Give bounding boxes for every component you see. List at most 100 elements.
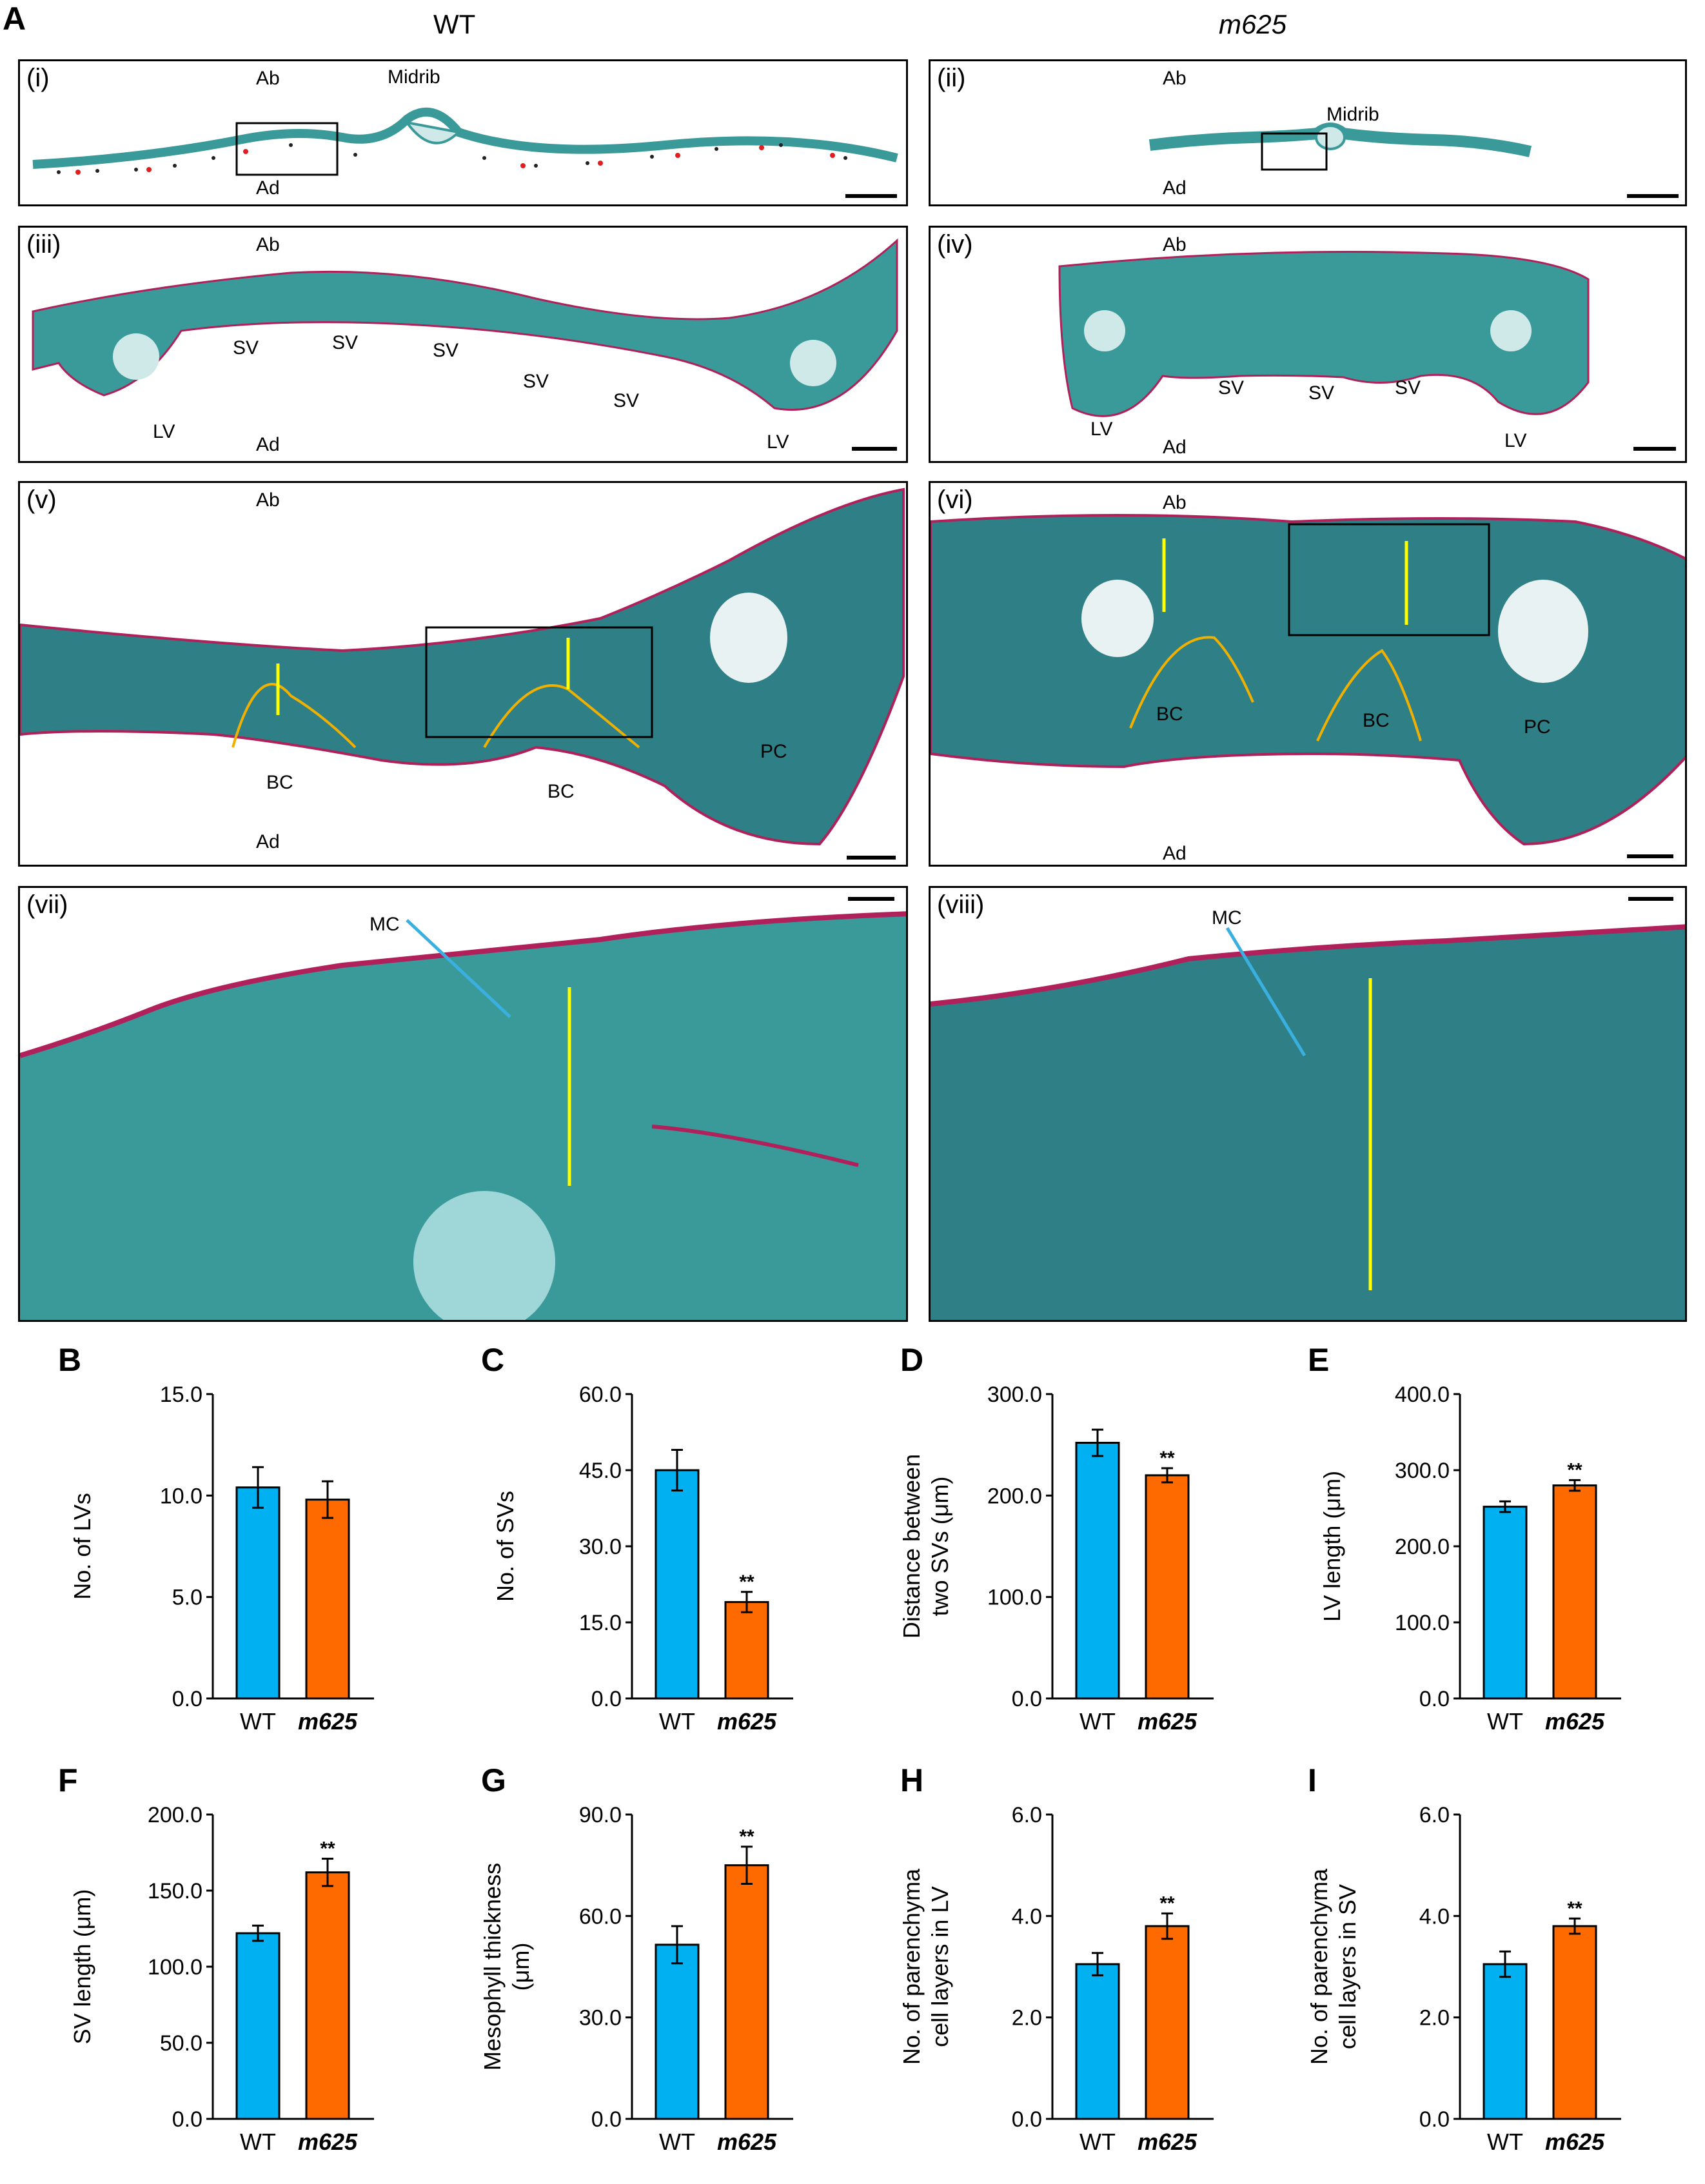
x-tick-label: m625 — [1545, 2129, 1605, 2155]
y-axis-label: cell layers in LV — [927, 1886, 953, 2047]
label-v-bc: BC — [547, 781, 575, 802]
label-i-ad: Ad — [256, 177, 280, 199]
chart-panel-d: D 0.0 100.0 200.0 300.0 Distance between two S… — [898, 1342, 1261, 1764]
bar-wt — [655, 1943, 700, 2120]
y-tick-label: 200.0 — [1395, 1535, 1450, 1559]
label-vi-ab: Ab — [1163, 492, 1187, 513]
scale-bar — [1627, 854, 1673, 858]
chart-panel-e: E 0.0 100.0 200.0 300.0 400.0 LV length (μm) WT… — [1308, 1342, 1669, 1764]
label-v-pc: PC — [760, 741, 787, 762]
x-tick-label: WT — [1079, 2129, 1116, 2155]
column-title-wt: WT — [433, 9, 476, 39]
x-tick-label: m625 — [1545, 1708, 1605, 1735]
chart-panel-c: C 0.0 15.0 30.0 45.0 60.0 No. of SVs WT ** m625 — [481, 1342, 842, 1764]
y-tick-label: 0.0 — [1419, 1687, 1450, 1711]
y-tick-label: 60.0 — [579, 1904, 622, 1929]
x-tick-label: m625 — [298, 1708, 358, 1735]
panel-letter: H — [900, 1762, 923, 1798]
x-tick-label: WT — [240, 2129, 276, 2155]
scale-bar — [852, 447, 897, 451]
y-tick-label: 200.0 — [148, 1803, 202, 1827]
y-tick-label: 0.0 — [1012, 2107, 1042, 2132]
y-tick-label: 150.0 — [148, 1879, 202, 1904]
chart-panel-f: F 0.0 50.0 100.0 150.0 200.0 SV length (μm) WT *… — [58, 1762, 419, 2184]
micrograph-iii: (iii) Ab SV SV SV SV SV LV Ad LV — [18, 226, 908, 463]
chart-panel-h: H 0.0 2.0 4.0 6.0 No. of parenchyma cell layer… — [898, 1762, 1261, 2184]
chart-svg: E 0.0 100.0 200.0 300.0 400.0 LV length (μm) WT… — [1308, 1342, 1621, 1735]
label-i: (i) — [26, 64, 50, 92]
x-tick-label: WT — [240, 1708, 276, 1735]
scale-bar — [1627, 194, 1679, 198]
label-vi: (vi) — [937, 486, 973, 514]
chart-svg: H 0.0 2.0 4.0 6.0 No. of parenchyma cell layer… — [898, 1762, 1214, 2155]
x-tick-label: WT — [659, 2129, 695, 2155]
label-ii-midrib: Midrib — [1326, 104, 1379, 125]
y-tick-label: 0.0 — [172, 1687, 202, 1711]
scale-bar — [848, 897, 894, 901]
label-viii-mc: MC — [1212, 907, 1242, 929]
scale-bar — [1633, 447, 1676, 451]
bar-wt — [235, 1932, 281, 2120]
label-v-ad: Ad — [256, 831, 280, 852]
y-tick-label: 6.0 — [1012, 1803, 1042, 1827]
scale-bar — [1628, 897, 1673, 901]
y-axis-label: No. of LVs — [69, 1493, 95, 1599]
y-tick-label: 100.0 — [148, 1955, 202, 1980]
label-iii-lv: LV — [153, 421, 175, 442]
micrograph-viii: (viii) MC — [929, 886, 1687, 1322]
y-axis-label: (μm) — [508, 1943, 534, 1991]
y-tick-label: 300.0 — [987, 1382, 1042, 1407]
label-iii-sv: SV — [233, 337, 259, 359]
y-tick-label: 0.0 — [1012, 1687, 1042, 1711]
y-tick-label: 50.0 — [160, 2031, 202, 2056]
label-iii-sv: SV — [332, 332, 359, 353]
panel-letter: D — [900, 1342, 923, 1378]
label-vii-mc: MC — [370, 914, 400, 935]
y-tick-label: 6.0 — [1419, 1803, 1450, 1827]
y-tick-label: 60.0 — [579, 1382, 622, 1407]
panel-letter-a: A — [3, 1, 26, 37]
label-iv-ab: Ab — [1163, 234, 1187, 255]
x-tick-label: m625 — [717, 1708, 777, 1735]
label-vi-ad: Ad — [1163, 843, 1187, 864]
label-ii-ad: Ad — [1163, 177, 1187, 199]
y-tick-label: 30.0 — [579, 1535, 622, 1559]
label-v-bc: BC — [266, 772, 293, 793]
y-tick-label: 30.0 — [579, 2006, 622, 2031]
y-tick-label: 45.0 — [579, 1459, 622, 1483]
y-tick-label: 200.0 — [987, 1484, 1042, 1508]
bar-wt — [655, 1469, 700, 1700]
y-axis-label: cell layers in SV — [1334, 1884, 1361, 2049]
y-axis-label: two SVs (μm) — [927, 1477, 953, 1617]
significance-marker: ** — [739, 1826, 754, 1847]
bar-wt — [1483, 1506, 1528, 1700]
bar-m625 — [1145, 1925, 1190, 2120]
label-iii-ab: Ab — [256, 234, 280, 255]
y-tick-label: 4.0 — [1419, 1904, 1450, 1929]
bar-m625 — [305, 1499, 350, 1700]
label-iii-sv: SV — [523, 371, 549, 392]
bar-wt — [1483, 1963, 1528, 2120]
y-tick-label: 5.0 — [172, 1586, 202, 1610]
bar-m625 — [305, 1871, 350, 2120]
bar-m625 — [724, 1864, 769, 2120]
scale-bar — [845, 194, 897, 198]
x-tick-label: WT — [1487, 1708, 1523, 1735]
chart-svg: B 0.0 5.0 10.0 15.0 No. of LVs WT m625 — [58, 1342, 374, 1735]
label-iii-sv: SV — [613, 390, 640, 411]
label-ii-ab: Ab — [1163, 68, 1187, 89]
panel-letter: G — [481, 1762, 506, 1798]
y-axis-label: LV length (μm) — [1319, 1471, 1345, 1622]
y-tick-label: 15.0 — [579, 1611, 622, 1635]
bar-m625 — [1552, 1925, 1597, 2120]
label-iv-sv: SV — [1308, 382, 1335, 404]
x-tick-label: m625 — [1138, 2129, 1197, 2155]
x-tick-label: WT — [1487, 2129, 1523, 2155]
y-axis-label: Distance between — [898, 1454, 925, 1638]
y-tick-label: 15.0 — [160, 1382, 202, 1407]
y-axis-label: SV length (μm) — [69, 1889, 95, 2045]
label-iii-ad: Ad — [256, 434, 280, 455]
label-viii: (viii) — [937, 890, 985, 919]
chart-panel-b: B 0.0 5.0 10.0 15.0 No. of LVs WT m625 — [58, 1342, 419, 1764]
column-title-m625: m625 — [1219, 9, 1287, 39]
